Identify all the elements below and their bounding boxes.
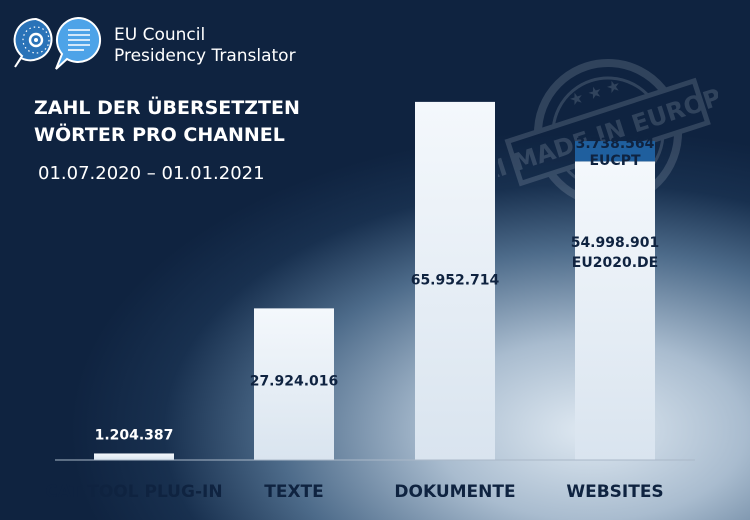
- chart-title: ZAHL DER ÜBERSETZTEN WÖRTER PRO CHANNEL: [34, 97, 300, 146]
- bar-segment-eucpt-3: [575, 141, 655, 162]
- value-label-1: 27.924.016: [250, 374, 339, 390]
- category-label-1: TEXTE: [264, 482, 324, 502]
- value-label-2: 65.952.714: [411, 273, 500, 289]
- bar-1: [254, 308, 334, 460]
- brand-name: EU Council Presidency Translator: [114, 25, 296, 67]
- chart-subtitle: 01.07.2020 – 01.01.2021: [38, 163, 265, 184]
- document-lines-icon: [68, 29, 90, 51]
- bar-0: [94, 453, 174, 460]
- segment-value-label: 3.738.564: [576, 136, 655, 152]
- brand-line-1: EU Council: [114, 25, 206, 45]
- category-label-3: WEBSITES: [566, 482, 663, 502]
- value-label-3: 54.998.901: [571, 235, 660, 251]
- eu-stars-icon: [22, 26, 50, 54]
- value-sublabel-3: EU2020.DE: [572, 255, 658, 271]
- segment-name-label: EUCPT: [589, 153, 640, 169]
- value-label-0: 1.204.387: [95, 427, 174, 443]
- category-label-2: DOKUMENTE: [394, 482, 515, 502]
- gear-icon: [28, 32, 44, 48]
- eu-council-logo: [13, 16, 102, 70]
- bar-2: [415, 101, 495, 461]
- bar-3: [575, 161, 655, 460]
- logo-left-bubble-icon: [13, 17, 53, 68]
- category-label-0: CAT TOOL PLUG-IN: [45, 482, 222, 502]
- ai-made-in-europe-stamp: AI MADE IN EUROPE ★ ★ ★ ★ ★ ★: [498, 59, 718, 207]
- brand-line-2: Presidency Translator: [114, 46, 296, 66]
